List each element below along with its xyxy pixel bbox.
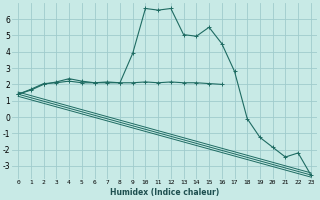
X-axis label: Humidex (Indice chaleur): Humidex (Indice chaleur) <box>110 188 219 197</box>
